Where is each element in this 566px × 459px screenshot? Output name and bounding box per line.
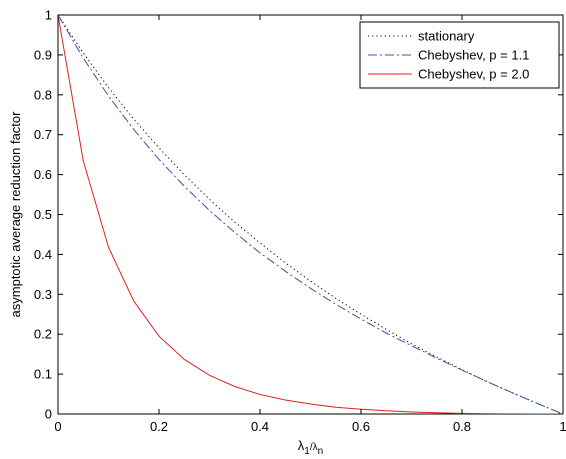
legend-label-3: Chebyshev, p = 2.0 [418, 67, 529, 82]
series-line-2 [58, 15, 563, 414]
y-tick-label: 0.4 [34, 247, 52, 262]
y-tick-label: 0.6 [34, 167, 52, 182]
y-tick-label: 1 [45, 8, 52, 23]
y-tick-label: 0 [45, 407, 52, 422]
ticks-layer: 0 0.2 0.4 0.6 0.8 1 0 0.1 0.2 0.3 0.4 0.5 0.6 0.7 0.8 0… [34, 8, 566, 435]
y-tick-label: 0.3 [34, 287, 52, 302]
x-tick-label: 0.6 [352, 419, 370, 434]
x-tick-label: 0.2 [150, 419, 168, 434]
series-line-3 [58, 15, 563, 414]
x-tick-label: 0 [54, 419, 61, 434]
y-tick-label: 0.9 [34, 47, 52, 62]
legend-label-2: Chebyshev, p = 1.1 [418, 48, 529, 63]
y-tick-label: 0.8 [34, 87, 52, 102]
x-tick-label: 1 [559, 419, 566, 434]
legend-label-1: stationary [418, 29, 475, 44]
legend: stationary Chebyshev, p = 1.1 Chebyshev, p… [359, 21, 560, 89]
y-tick-label: 0.2 [34, 327, 52, 342]
y-tick-label: 0.5 [34, 207, 52, 222]
series-layer [58, 15, 563, 414]
x-axis-label: λ1/λn [298, 438, 323, 457]
x-tick-label: 0.4 [251, 419, 269, 434]
y-tick-label: 0.1 [34, 367, 52, 382]
y-tick-label: 0.7 [34, 127, 52, 142]
y-axis-label: asymptotic average reduction factor [8, 111, 23, 318]
x-tick-label: 0.8 [453, 419, 471, 434]
